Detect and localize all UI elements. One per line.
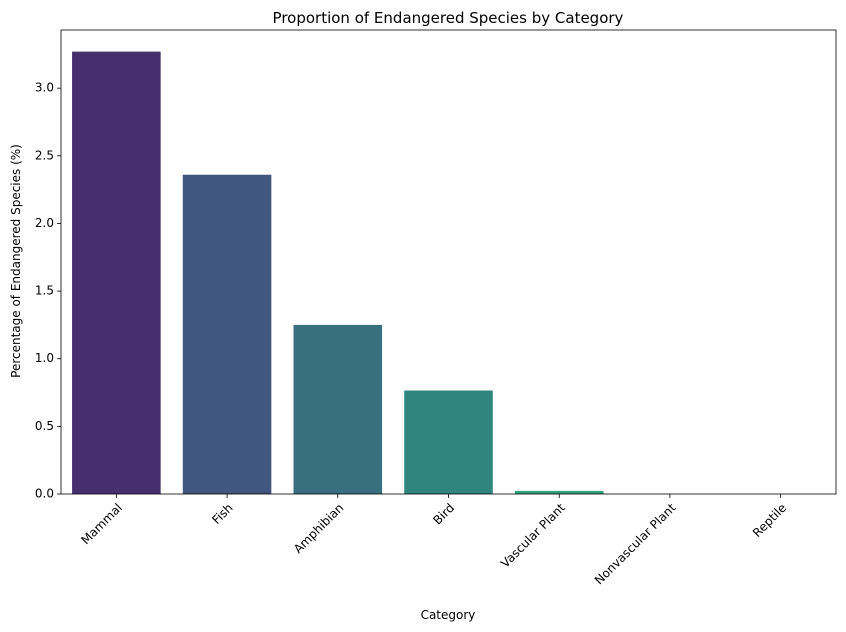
y-tick-label: 1.5 [35,284,54,298]
bar-amphibian [293,324,383,494]
y-axis-label: Percentage of Endangered Species (%) [9,144,23,378]
x-tick-label: Vascular Plant [498,500,568,570]
y-tick-label: 2.5 [35,148,54,162]
x-tick-label: Fish [209,501,235,527]
x-tick-label: Reptile [750,501,789,540]
bar-mammal [72,51,161,494]
x-tick-label: Bird [430,501,457,528]
bar-vascular-plant [514,490,604,494]
bars-group [72,51,604,495]
plot-frame [60,29,837,495]
y-tick-label: 0.5 [35,419,54,433]
x-axis-label: Category [421,608,476,622]
x-axis-ticks: Mammal Fish Amphibian Bird Vascular Plant Non… [78,494,789,587]
bar-bird [404,390,493,494]
y-tick-label: 1.0 [35,351,54,365]
x-tick-label: Nonvascular Plant [592,500,679,587]
y-tick-label: 2.0 [35,216,54,230]
y-tick-label: 0.0 [35,487,54,501]
bar-fish [182,174,272,495]
chart-title: Proportion of Endangered Species by Cate… [273,9,624,27]
y-tick-label: 3.0 [35,81,54,95]
y-axis-ticks: 0.0 0.5 1.0 1.5 2.0 2.5 3.0 [35,81,61,501]
x-tick-label: Mammal [78,501,125,548]
x-tick-label: Amphibian [291,501,346,556]
